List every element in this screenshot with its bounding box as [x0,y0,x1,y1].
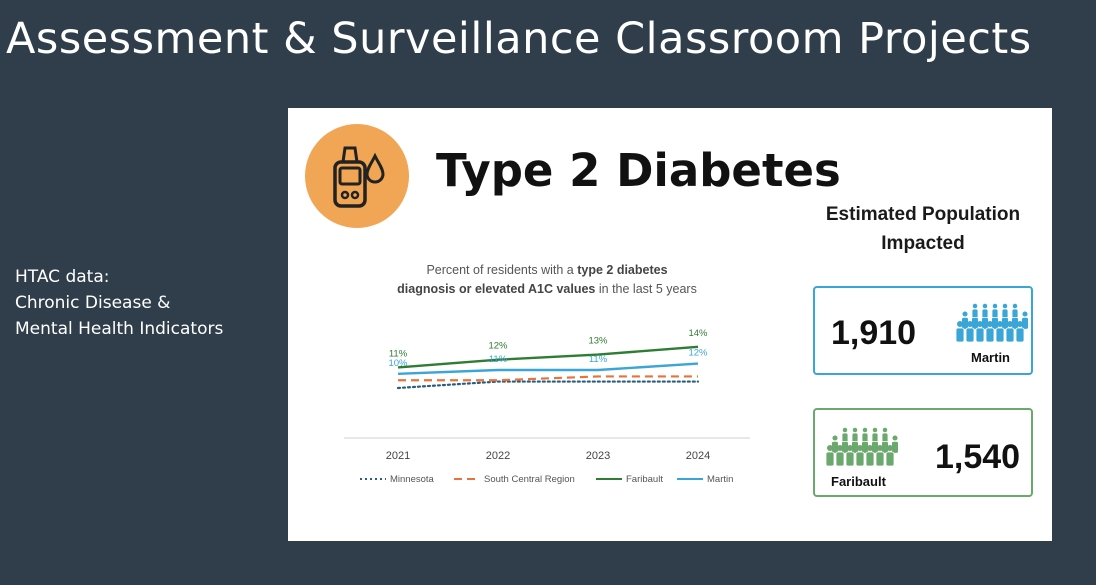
data-label: 10% [388,358,408,369]
person-figure [867,445,873,451]
x-tick-label: 2024 [686,450,710,462]
legend-entry: Minnesota [390,474,435,485]
person-figure [865,451,875,467]
x-tick-label: 2021 [386,450,410,462]
chart-title-line: Percent of residents with a type 2 diabe… [426,263,667,277]
data-label: 11% [489,354,508,365]
person-figure [862,427,868,433]
person-figure [827,445,833,451]
person-figure [1012,303,1018,309]
person-figure [882,427,888,433]
person-figure [1002,303,1008,309]
person-figure [882,435,888,441]
side-note-line: Chronic Disease & [15,293,171,313]
x-tick-label: 2023 [586,450,610,462]
person-figure [1007,321,1013,327]
data-label: 13% [588,336,608,347]
series-line-martin [397,362,699,376]
person-figure [1022,311,1028,317]
people-crowd-icon [825,427,899,467]
population-value: 1,910 [831,314,917,352]
person-figure [862,435,868,441]
population-heading: Estimated Population Impacted [798,200,1048,258]
legend-entry: Faribault [626,474,663,485]
person-figure [1005,327,1015,343]
population-heading-line: Impacted [881,233,965,254]
data-label: 14% [688,328,708,339]
side-note-line: HTAC data: [15,267,110,287]
series-line-minnesota [396,380,700,390]
person-figure [957,321,963,327]
card-title: Type 2 Diabetes [436,144,841,197]
person-figure [965,327,975,343]
people-crowd-icon [955,303,1029,343]
series-line-south-central-region [398,375,698,382]
legend-entry: South Central Region [484,474,575,485]
person-figure [875,451,885,467]
line-chart: Percent of residents with a type 2 diabe… [334,256,760,496]
person-figure [1002,311,1008,317]
person-figure [967,321,973,327]
person-figure [892,435,898,441]
person-figure [837,445,843,451]
person-figure [995,327,1005,343]
person-figure [962,311,968,317]
glucose-meter-icon [333,146,385,208]
infographic-card: Type 2 Diabetes Percent of residents wit… [288,108,1052,541]
person-figure [842,435,848,441]
chart-title-line: diagnosis or elevated A1C values in the … [397,282,697,296]
person-figure [877,445,883,451]
person-figure [825,451,835,467]
person-figure [872,427,878,433]
side-note-line: Mental Health Indicators [15,319,224,339]
slide-title: Assessment & Surveillance Classroom Proj… [6,14,1032,64]
person-figure [832,435,838,441]
person-figure [972,303,978,309]
person-figure [872,435,878,441]
person-figure [987,321,993,327]
side-notes: HTAC data: Chronic Disease & Mental Heal… [15,264,223,342]
population-box-martin: 1,910 Martin [813,286,1033,375]
person-figure [955,327,965,343]
person-figure [855,451,865,467]
line-chart-svg: Percent of residents with a type 2 diabe… [344,263,750,485]
population-heading-line: Estimated Population [825,204,1021,225]
data-label: 12% [488,341,508,352]
person-figure [835,451,845,467]
person-figure [982,311,988,317]
person-figure [887,445,893,451]
person-figure [852,435,858,441]
person-figure [1017,321,1023,327]
person-figure [1015,327,1025,343]
person-figure [975,327,985,343]
person-figure [857,445,863,451]
person-figure [845,451,855,467]
population-place: Faribault [831,474,886,489]
series-line-faribault [397,345,699,369]
population-place: Martin [971,350,1010,365]
population-value: 1,540 [935,438,1021,476]
person-figure [1012,311,1018,317]
person-figure [982,303,988,309]
person-figure [977,321,983,327]
legend-entry: Martin [707,474,733,485]
data-label: 11% [589,354,608,365]
data-label: 11% [389,348,408,359]
data-label: 12% [688,348,708,359]
person-figure [985,327,995,343]
person-figure [992,303,998,309]
person-figure [842,427,848,433]
person-figure [997,321,1003,327]
person-figure [852,427,858,433]
logo-badge [305,124,409,228]
person-figure [992,311,998,317]
person-figure [885,451,895,467]
population-box-faribault: Faribault 1,540 [813,408,1033,497]
x-tick-label: 2022 [486,450,510,462]
person-figure [847,445,853,451]
person-figure [972,311,978,317]
